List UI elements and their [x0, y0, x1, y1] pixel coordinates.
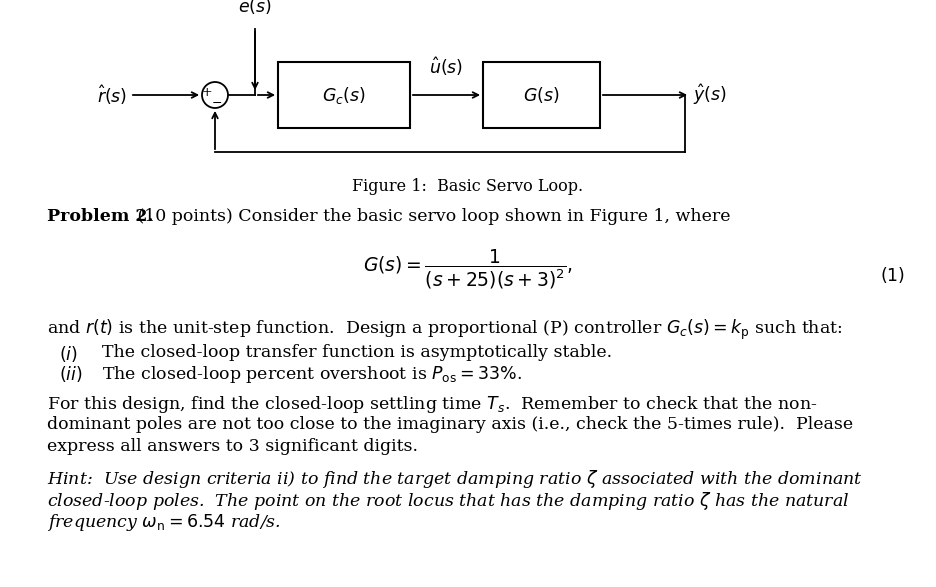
- Text: express all answers to 3 significant digits.: express all answers to 3 significant dig…: [47, 438, 417, 455]
- Text: $(i)$: $(i)$: [59, 344, 78, 364]
- Text: For this design, find the closed-loop settling time $T_s$.  Remember to check th: For this design, find the closed-loop se…: [47, 394, 816, 415]
- Text: $(1)$: $(1)$: [880, 265, 904, 285]
- Text: The closed-loop transfer function is asymptotically stable.: The closed-loop transfer function is asy…: [102, 344, 611, 361]
- Text: $\hat{r}(s)$: $\hat{r}(s)$: [96, 83, 127, 107]
- Text: $G_c(s)$: $G_c(s)$: [322, 85, 365, 106]
- Text: Hint:  Use design criteria ii) to find the target damping ratio $\zeta$ associat: Hint: Use design criteria ii) to find th…: [47, 468, 862, 490]
- Text: $\hat{u}(s)$: $\hat{u}(s)$: [429, 55, 463, 78]
- Text: −: −: [212, 96, 222, 110]
- Text: $\hat{e}(s)$: $\hat{e}(s)$: [238, 0, 271, 17]
- Text: $G(s)$: $G(s)$: [522, 85, 559, 105]
- Text: frequency $\omega_{\rm n} = 6.54$ rad/s.: frequency $\omega_{\rm n} = 6.54$ rad/s.: [47, 512, 281, 533]
- Text: (10 points) Consider the basic servo loop shown in Figure 1, where: (10 points) Consider the basic servo loo…: [132, 208, 730, 225]
- Text: The closed-loop percent overshoot is $P_{\rm os} = 33\%$.: The closed-loop percent overshoot is $P_…: [102, 364, 521, 385]
- Text: $\hat{y}(s)$: $\hat{y}(s)$: [693, 83, 726, 107]
- Text: +: +: [201, 86, 212, 100]
- Text: $(ii)$: $(ii)$: [59, 364, 82, 384]
- Text: dominant poles are not too close to the imaginary axis (i.e., check the 5-times : dominant poles are not too close to the …: [47, 416, 852, 433]
- Bar: [278, 62, 410, 128]
- Text: $G(s) = \dfrac{1}{(s + 25)(s + 3)^2},$: $G(s) = \dfrac{1}{(s + 25)(s + 3)^2},$: [362, 248, 573, 291]
- Text: Figure 1:  Basic Servo Loop.: Figure 1: Basic Servo Loop.: [352, 178, 583, 195]
- Circle shape: [202, 82, 227, 108]
- Text: Problem 2.: Problem 2.: [47, 208, 154, 225]
- Text: and $r(t)$ is the unit-step function.  Design a proportional (P) controller $G_c: and $r(t)$ is the unit-step function. De…: [47, 318, 841, 342]
- Bar: [482, 62, 599, 128]
- Text: closed-loop poles.  The point on the root locus that has the damping ratio $\zet: closed-loop poles. The point on the root…: [47, 490, 849, 512]
